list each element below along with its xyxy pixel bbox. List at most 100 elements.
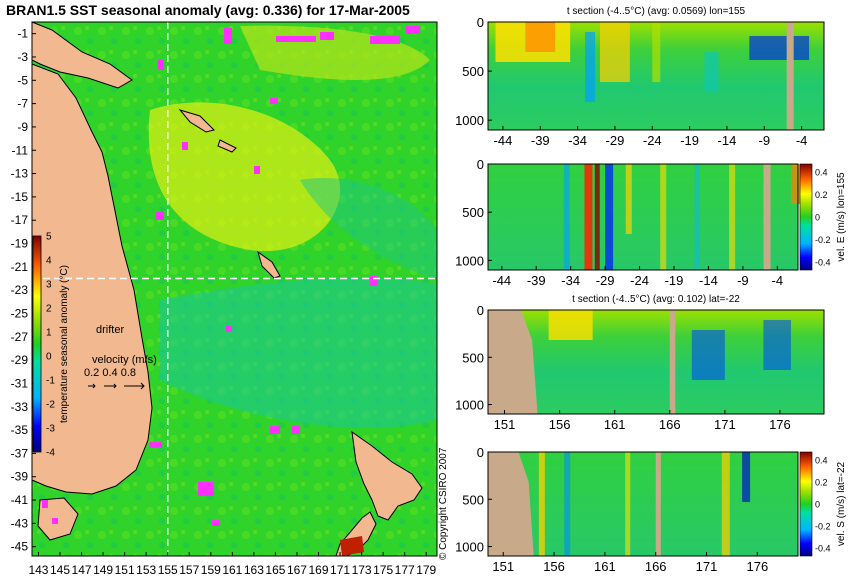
- section-x-tick-label: 151: [494, 417, 516, 432]
- section-x-tick-label: -4: [796, 133, 808, 148]
- section-colorbar: [799, 163, 813, 271]
- legend-velocity-arrows: [88, 382, 145, 390]
- section-feature: [538, 452, 545, 556]
- map-lat-tick-label: -27: [11, 330, 29, 344]
- solomon-islands: [178, 109, 237, 153]
- colorbar-tick-label: 0: [46, 352, 52, 363]
- map-lon-tick-label: 145: [50, 563, 70, 577]
- map-lon-tick-label: 147: [72, 563, 92, 577]
- section-x-tick-label: -14: [718, 133, 737, 148]
- map-lon-tick-label: 153: [136, 563, 156, 577]
- section-feature: [742, 452, 751, 502]
- map-lon-tick-label: 163: [244, 563, 264, 577]
- section-x-tick-label: -19: [680, 133, 699, 148]
- section-x-tick-label: 171: [696, 559, 718, 574]
- colorbar-tick-label: -1: [46, 376, 55, 387]
- map-lat-tick-label: -23: [11, 283, 29, 297]
- section-feature: [669, 310, 676, 414]
- section-x-tick-label: 176: [746, 559, 768, 574]
- colorbar-scale: [32, 235, 42, 453]
- section-y-tick-label: 0: [477, 15, 484, 30]
- section-feature: [704, 52, 719, 92]
- map-lat-tick-label: -17: [11, 213, 29, 227]
- section-frame: [487, 163, 799, 271]
- section-feature: [625, 164, 632, 234]
- map-lat-tick-label: -37: [11, 446, 29, 460]
- map-cool-anomaly-east: [300, 178, 437, 280]
- section-x-tick-label: 176: [769, 417, 791, 432]
- section-y-tick-label: 500: [462, 350, 484, 365]
- section-x-tick-label: -9: [737, 273, 749, 288]
- map-lat-tick-label: -3: [17, 50, 28, 64]
- section-feature: [655, 452, 661, 556]
- section-x-tick-label: -29: [606, 133, 625, 148]
- map-lat-tick-label: -5: [17, 73, 28, 87]
- section-colorbar-tick-label: 0: [815, 500, 820, 510]
- section-y-tick-label: 500: [462, 492, 484, 507]
- section-colorbar-tick-label: -0.4: [815, 258, 831, 268]
- map-lon-tick-label: 151: [115, 563, 135, 577]
- map-lat-tick-label: -9: [17, 120, 28, 134]
- section-panel-2: -44 -39 -34 -29 -24 -19 -14 -9 -4 0 500 1000 0.4 0.2 0…: [455, 157, 847, 288]
- new-caledonia: [257, 250, 281, 279]
- new-guinea-landmass: [31, 21, 133, 89]
- section-x-tick-label: -9: [758, 133, 770, 148]
- section-x-tick-label: -24: [643, 133, 662, 148]
- section-title: t section (-4..5°C) (avg: 0.0569) lon=15…: [567, 6, 746, 17]
- map-latitude-axis: -1 -3 -5 -7 -9 -11 -13 -15 -17 -19 -21 -23 -25 -27 -29…: [11, 27, 36, 554]
- map-lat-tick-label: -13: [11, 167, 29, 181]
- section-feature: [525, 22, 556, 52]
- legend-velocity-values: 0.2 0.4 0.8: [84, 367, 136, 379]
- section-x-tick-label: -24: [630, 273, 649, 288]
- section-feature: [763, 164, 771, 270]
- map-lon-tick-label: 179: [416, 563, 436, 577]
- map-lat-tick-label: -45: [11, 540, 29, 554]
- section-x-tick-label: 166: [645, 559, 667, 574]
- section-y-tick-label: 0: [477, 445, 484, 460]
- map-legend: drifter velocity (m/s) 0.2 0.4 0.8: [84, 324, 157, 390]
- map-lat-tick-label: -29: [11, 353, 29, 367]
- map-lat-tick-label: -11: [12, 143, 29, 157]
- map-lon-tick-label: 157: [179, 563, 199, 577]
- section-x-tick-label: -29: [596, 273, 615, 288]
- section-land-mask: [488, 452, 534, 556]
- section-x-tick-label: -44: [492, 273, 511, 288]
- section-x-tick-label: 166: [659, 417, 681, 432]
- section-x-tick-label: 156: [543, 559, 565, 574]
- map-lat-tick-label: -15: [11, 190, 29, 204]
- section-feature: [594, 164, 600, 270]
- section-feature: [600, 22, 630, 82]
- section-y-tick-label: 0: [477, 157, 484, 172]
- section-x-tick-label: -39: [527, 273, 546, 288]
- section-heatmap: [488, 164, 798, 270]
- section-colorbar: [799, 451, 813, 557]
- section-y-tick-label: 1000: [455, 113, 484, 128]
- map-magenta-marks: [42, 26, 420, 526]
- section-panel-1: -44 -39 -34 -29 -24 -19 -14 -9 -4 0 500 1000 t secti…: [455, 6, 825, 148]
- map-lon-tick-label: 143: [28, 563, 48, 577]
- section-feature: [548, 310, 593, 340]
- map-lon-tick-label: 155: [158, 563, 178, 577]
- page-title: BRAN1.5 SST seasonal anomaly (avg: 0.336…: [6, 2, 410, 18]
- section-feature: [563, 164, 570, 270]
- map-lat-tick-label: -25: [11, 306, 29, 320]
- map-lat-tick-label: -41: [11, 493, 29, 507]
- section-x-tick-label: 161: [594, 559, 616, 574]
- section-y-tick-label: 500: [462, 205, 484, 220]
- section-colorbar-tick-label: -0.4: [815, 544, 831, 554]
- section-frame: [487, 309, 825, 415]
- section-y-tick-label: 0: [477, 303, 484, 318]
- sst-map: -1-3-5-7-9-11-13-15-17-19-21-23-25-27-29…: [11, 21, 438, 577]
- colorbar-tick-label: 4: [46, 256, 52, 267]
- copyright-notice: © Copyright CSIRO 2007: [438, 447, 449, 560]
- map-lon-tick-label: 177: [395, 563, 415, 577]
- section-x-tick-label: 156: [549, 417, 571, 432]
- section-feature: [749, 36, 810, 60]
- section-y-tick-label: 500: [462, 64, 484, 79]
- section-x-tick-label: -34: [568, 133, 587, 148]
- map-lon-tick-label: 161: [222, 563, 242, 577]
- map-cool-anomaly-region: [160, 277, 437, 428]
- map-lon-tick-label: 173: [352, 563, 372, 577]
- map-lon-tick-label: 165: [265, 563, 285, 577]
